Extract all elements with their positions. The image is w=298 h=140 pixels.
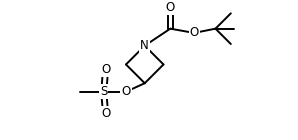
Text: N: N: [140, 39, 149, 52]
Text: O: O: [121, 85, 131, 98]
Text: S: S: [100, 85, 108, 98]
Text: O: O: [101, 63, 110, 76]
Text: O: O: [101, 107, 110, 120]
Text: O: O: [190, 26, 199, 39]
Text: O: O: [166, 1, 175, 14]
